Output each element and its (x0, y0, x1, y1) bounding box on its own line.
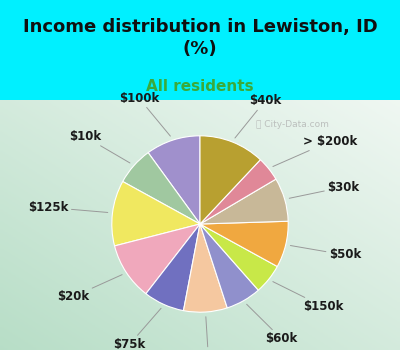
Wedge shape (200, 160, 276, 224)
Wedge shape (200, 179, 288, 224)
Wedge shape (200, 224, 258, 308)
Text: All residents: All residents (146, 79, 254, 94)
Wedge shape (200, 221, 288, 266)
Wedge shape (114, 224, 200, 294)
Text: Income distribution in Lewiston, ID
(%): Income distribution in Lewiston, ID (%) (23, 18, 377, 58)
Wedge shape (146, 224, 200, 311)
Text: $60k: $60k (247, 304, 298, 345)
Text: $75k: $75k (113, 308, 161, 350)
Wedge shape (200, 224, 277, 290)
Text: $50k: $50k (290, 245, 361, 261)
Wedge shape (148, 136, 200, 224)
Wedge shape (184, 224, 227, 312)
Wedge shape (112, 182, 200, 246)
Text: ⓘ City-Data.com: ⓘ City-Data.com (256, 120, 328, 129)
Text: $40k: $40k (235, 94, 281, 138)
Text: $10k: $10k (69, 130, 130, 163)
Text: $30k: $30k (289, 181, 359, 198)
Text: $150k: $150k (273, 282, 344, 313)
Text: $100k: $100k (119, 92, 170, 136)
Wedge shape (123, 153, 200, 224)
Wedge shape (200, 136, 260, 224)
Text: $125k: $125k (28, 201, 108, 214)
Text: $200k: $200k (188, 317, 228, 350)
Text: $20k: $20k (57, 275, 122, 303)
Text: > $200k: > $200k (273, 135, 358, 167)
